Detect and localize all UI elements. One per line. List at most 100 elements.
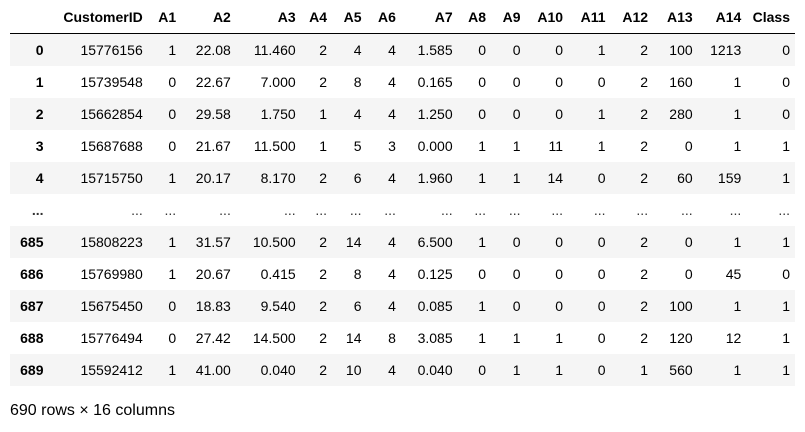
row-index: 688 [20,329,44,346]
table-cell: 31.57 [195,233,231,250]
table-cell: ... [349,201,362,218]
table-cell: 0 [597,361,606,378]
table-cell: 4 [388,169,396,186]
table-row: 4 15715750 1 20.17 8.170 2 6 4 1.960 1 1 14 0 2 60 159 1 [10,161,795,194]
table-cell: 0 [597,73,606,90]
table-cell: 8.170 [260,169,296,186]
table-cell: 1 [478,233,487,250]
table-cell: 5 [353,137,362,154]
column-header: A14 [697,1,747,34]
table-cell: 2 [319,73,328,90]
table-cell: 29.58 [195,105,231,122]
table-cell: 7.000 [260,73,296,90]
table-cell: 11.460 [253,41,296,58]
table-cell: 1 [733,137,742,154]
index-header [10,1,49,34]
table-cell: 15776494 [80,329,143,346]
table-cell: 1 [733,233,742,250]
table-cell: ... [474,201,487,218]
table-cell: 0 [168,297,177,314]
row-index: 2 [35,105,44,122]
table-cell: 15675450 [80,297,143,314]
table-cell: 1 [478,297,487,314]
row-index: 689 [20,361,44,378]
table-cell: 2 [640,137,649,154]
table-cell: 0 [478,41,487,58]
table-cell: 0 [684,233,693,250]
table-cell: 10 [345,361,362,378]
table-cell: 45 [725,265,742,282]
column-header: A11 [568,1,611,34]
table-cell: 160 [669,73,693,90]
table-cell: 0 [684,265,693,282]
table-cell: 10.500 [252,233,296,250]
table-cell: 1 [597,105,606,122]
table-cell: 1 [555,329,564,346]
table-cell: 1 [319,105,328,122]
table-cell: 1 [512,361,521,378]
table-cell: 0 [782,105,790,122]
table-cell: 1.250 [417,105,453,122]
table-cell: 0 [684,137,693,154]
table-cell: 1 [782,137,790,154]
table-cell: 0.000 [417,137,453,154]
table-cell: 0 [512,73,521,90]
table-cell: 2 [640,297,649,314]
table-row: 2 15662854 0 29.58 1.750 1 4 4 1.250 0 0 0 1 2 280 1 0 [10,97,795,130]
column-header: A7 [400,1,458,34]
column-header: A6 [366,1,401,34]
table-cell: 18.83 [195,297,231,314]
table-cell: 1 [782,297,790,314]
table-cell: 0 [597,329,606,346]
table-cell: ... [384,201,396,218]
table-cell: 0 [512,233,521,250]
table-header: CustomerID A1 A2 A3 A4 A5 A6 A7 A8 A9 A10 A11 A12 A13… [10,1,795,34]
table-cell: 1 [555,361,564,378]
table-cell: 1 [512,137,521,154]
table-cell: 1 [478,329,487,346]
table-cell: 4 [388,105,396,122]
table-cell: ... [315,201,328,218]
table-cell: 15592412 [80,361,143,378]
table-cell: 1 [640,361,649,378]
table-cell: 4 [353,41,362,58]
dataframe-shape-label: 690 rows × 16 columns [10,402,175,419]
table-cell: ... [219,201,231,218]
table-cell: 3.085 [417,329,453,346]
table-cell: 22.67 [195,73,231,90]
table-cell: 0 [597,169,606,186]
column-header: A5 [332,1,367,34]
table-cell: 14 [345,233,362,250]
table-cell: 1 [512,329,521,346]
table-cell: 0 [555,41,564,58]
row-index: 4 [35,169,44,186]
table-cell: 0 [478,105,487,122]
table-cell: 8 [353,73,362,90]
table-cell: 0.415 [260,265,296,282]
table-cell: 15662854 [80,105,143,122]
table-cell: 15769980 [80,265,143,282]
table-cell: 2 [640,105,649,122]
table-cell: 0 [597,265,606,282]
table-cell: ... [778,201,790,218]
table-cell: 4 [388,41,396,58]
table-cell: 6.500 [417,233,453,250]
table-cell: 0 [555,73,564,90]
table-cell: 0.085 [417,297,453,314]
table-cell: 0.125 [417,265,453,282]
table-cell: 1 [168,41,177,58]
table-cell: 2 [319,169,328,186]
table-cell: 0 [555,265,564,282]
table-cell: 14 [345,329,362,346]
table-cell: ... [508,201,521,218]
table-cell: ... [551,201,564,218]
table-cell: 1.960 [417,169,453,186]
table-row: 3 15687688 0 21.67 11.500 1 5 3 0.000 1 1 11 1 2 0 1 1 [10,130,795,162]
table-cell: 0 [478,73,487,90]
table-cell: 1 [168,361,177,378]
table-cell: 4 [388,361,396,378]
table-cell: 1 [597,41,606,58]
table-cell: 1 [512,169,521,186]
table-row: 688 15776494 0 27.42 14.500 2 14 8 3.085 1 1 1 0 2 120… [10,322,795,354]
table-cell: 0.040 [417,361,453,378]
